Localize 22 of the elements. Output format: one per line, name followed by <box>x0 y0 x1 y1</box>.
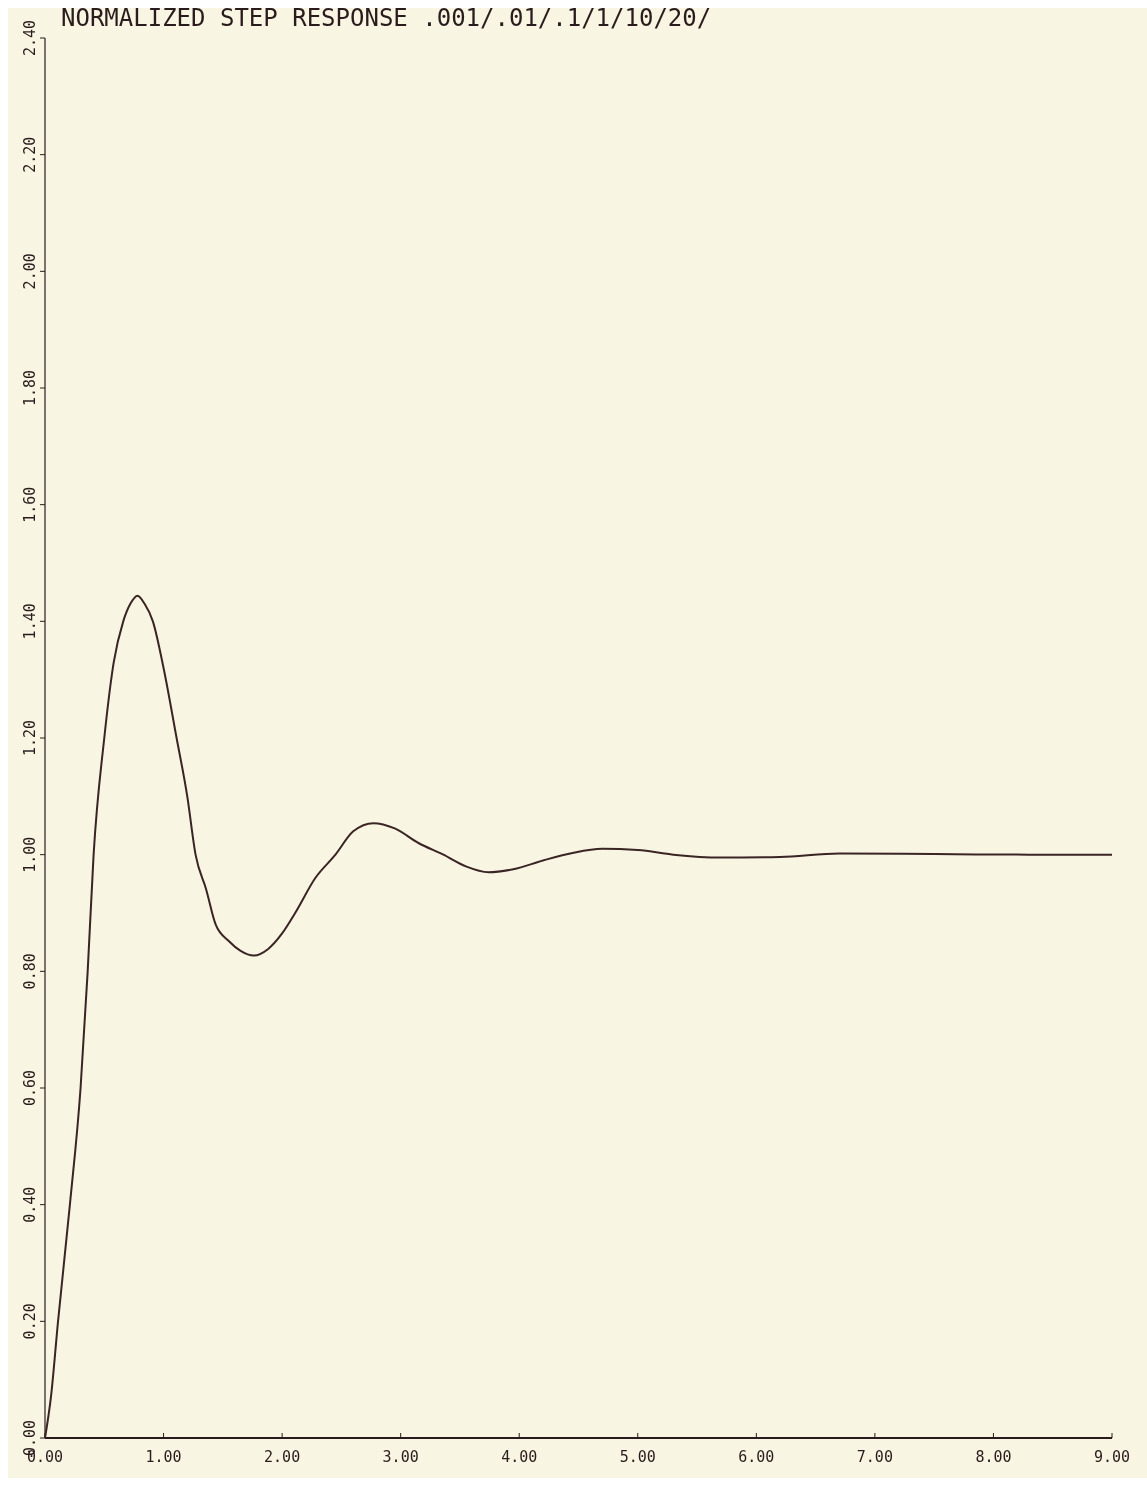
y-tick-label: 0.20 <box>21 1303 39 1340</box>
y-tick-label: 0.40 <box>21 1186 39 1223</box>
x-tick-label: 7.00 <box>856 1448 893 1466</box>
y-tick-label: 1.60 <box>21 486 39 523</box>
y-tick-label: 2.20 <box>21 136 39 173</box>
y-tick-label: 1.20 <box>21 719 39 757</box>
y-tick-label: 1.00 <box>21 836 39 873</box>
x-tick-label: 8.00 <box>975 1448 1012 1466</box>
chart-title: NORMALIZED STEP RESPONSE .001/.01/.1/1/10/20/ <box>61 4 712 32</box>
y-tick-label: 2.00 <box>21 253 39 290</box>
x-tick-label: 4.00 <box>501 1448 538 1466</box>
x-tick-label: 1.00 <box>145 1448 182 1466</box>
x-tick-label: 6.00 <box>738 1448 775 1466</box>
x-tick-label: 5.00 <box>619 1448 656 1466</box>
y-tick-label: 1.40 <box>21 603 39 640</box>
y-tick-label: 0.60 <box>21 1069 39 1107</box>
y-tick-label: 2.40 <box>21 19 39 57</box>
y-tick-label: 1.80 <box>21 369 39 407</box>
x-tick-label: 2.00 <box>264 1448 301 1466</box>
x-tick-label: 3.00 <box>382 1448 419 1466</box>
x-tick-label: 9.00 <box>1093 1448 1131 1466</box>
y-tick-label: 0.80 <box>21 953 39 990</box>
